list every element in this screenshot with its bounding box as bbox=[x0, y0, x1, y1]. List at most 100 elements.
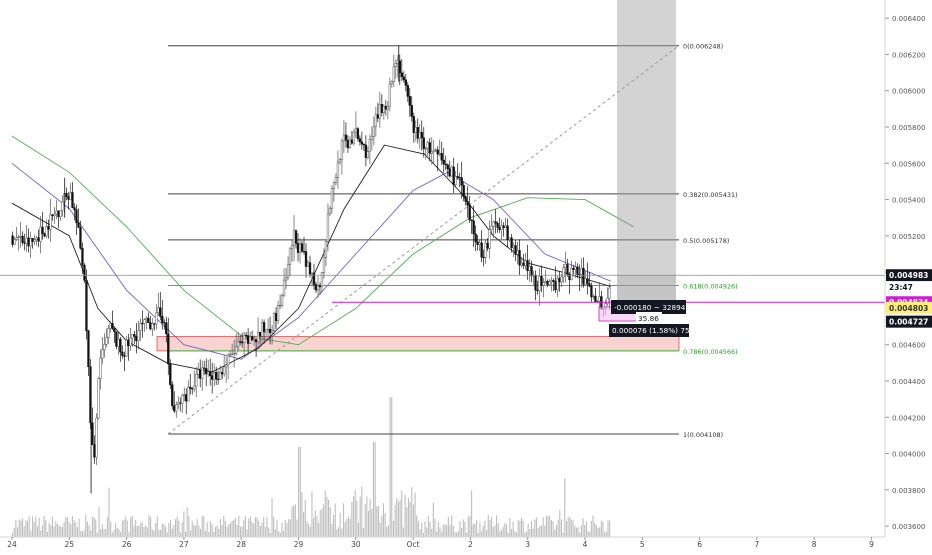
volume-bar bbox=[352, 496, 355, 537]
projection-box bbox=[617, 0, 676, 275]
volume-bar bbox=[374, 442, 376, 537]
volume-bar bbox=[367, 510, 370, 537]
candle-body bbox=[592, 295, 595, 298]
volume-bar bbox=[441, 531, 443, 537]
candle-body bbox=[227, 354, 230, 366]
volume-bar bbox=[63, 521, 65, 537]
volume-bar bbox=[128, 532, 130, 537]
candle-body bbox=[61, 201, 64, 211]
volume-bar bbox=[467, 516, 469, 537]
candle-body bbox=[502, 225, 505, 228]
candle-body bbox=[342, 134, 346, 142]
volume-bar bbox=[116, 528, 118, 537]
candle-body bbox=[460, 177, 463, 186]
volume-bar bbox=[111, 532, 113, 537]
volume-bar bbox=[75, 522, 77, 537]
candle-body bbox=[147, 317, 150, 323]
time-tick-label: 2 bbox=[468, 540, 473, 549]
candle-body bbox=[528, 266, 531, 271]
volume-bar bbox=[251, 521, 253, 537]
volume-bar bbox=[391, 397, 393, 537]
time-axis[interactable]: 24 25 26 27 28 29 30 Oct 2 3 4 5 6 7 8 9 bbox=[0, 536, 885, 549]
volume-bar bbox=[397, 501, 399, 537]
volume-bar bbox=[103, 528, 105, 537]
volume-bar bbox=[85, 515, 87, 537]
volume-bar bbox=[101, 524, 103, 537]
candle-body bbox=[161, 316, 164, 323]
candle-body bbox=[556, 278, 559, 291]
candle-body bbox=[195, 374, 198, 387]
volume-bar bbox=[524, 532, 526, 537]
volume-bar bbox=[258, 520, 260, 537]
price-tick-label: 0.004000 bbox=[892, 451, 925, 459]
volume-bar bbox=[484, 520, 486, 537]
volume-bar bbox=[377, 506, 380, 537]
time-tick-label: 28 bbox=[236, 540, 246, 549]
volume-bar bbox=[357, 522, 360, 537]
volume-bar bbox=[529, 529, 531, 537]
candle-body bbox=[292, 230, 296, 246]
volume-bar bbox=[431, 528, 433, 537]
candle-body bbox=[358, 138, 362, 143]
volume-bar bbox=[520, 517, 523, 537]
candles bbox=[11, 45, 611, 494]
candle-body bbox=[256, 332, 260, 343]
volume-bar bbox=[304, 499, 306, 537]
volume-bar bbox=[243, 520, 245, 537]
candle-body bbox=[117, 338, 120, 347]
volume-bar bbox=[342, 503, 345, 537]
candle-body bbox=[65, 193, 68, 197]
volume-bar bbox=[515, 532, 518, 537]
volume-bar bbox=[560, 519, 562, 537]
volume-bar bbox=[592, 515, 594, 537]
volume-bar bbox=[33, 521, 35, 537]
volume-bar bbox=[163, 523, 165, 537]
candle-body bbox=[462, 185, 465, 197]
volume-bar bbox=[580, 525, 582, 537]
volume-bar bbox=[178, 520, 180, 537]
volume-bar bbox=[313, 517, 315, 537]
volume-bar bbox=[298, 447, 300, 537]
volume-bar bbox=[306, 521, 308, 537]
candle-body bbox=[39, 226, 42, 242]
candle-body bbox=[191, 388, 194, 390]
volume-bar bbox=[585, 521, 587, 537]
volume-bar bbox=[318, 523, 320, 537]
volume-bar bbox=[507, 532, 509, 537]
volume-bar bbox=[540, 525, 543, 537]
candle-body bbox=[250, 336, 254, 341]
volume-bar bbox=[186, 507, 188, 537]
volume-bar bbox=[351, 501, 353, 537]
volume-bar bbox=[213, 531, 215, 537]
volume-bar bbox=[422, 532, 424, 537]
volume-bar bbox=[552, 521, 554, 537]
candle-body bbox=[69, 192, 72, 200]
candle-body bbox=[93, 444, 96, 458]
candle-body bbox=[538, 276, 541, 292]
volume-bar bbox=[570, 519, 572, 537]
volume-bar bbox=[183, 511, 185, 537]
volume-bar bbox=[372, 442, 375, 537]
candle-body bbox=[416, 127, 419, 139]
candle-body bbox=[173, 405, 176, 412]
candle-body bbox=[127, 339, 130, 346]
volume-bar bbox=[384, 513, 386, 537]
volume-bar bbox=[321, 508, 323, 537]
volume-bar bbox=[301, 492, 303, 537]
candle-body bbox=[171, 384, 174, 406]
candle-body bbox=[115, 331, 118, 347]
volume-bar bbox=[452, 525, 454, 537]
volume-bar bbox=[550, 520, 553, 537]
candle-body bbox=[398, 60, 401, 74]
candle-body bbox=[270, 330, 274, 334]
volume-bar bbox=[514, 530, 516, 537]
candle-body bbox=[588, 283, 591, 287]
volume-bar bbox=[339, 512, 341, 537]
price-tick-label: 0.006000 bbox=[892, 88, 925, 96]
volume-bar bbox=[269, 532, 271, 537]
candle-body bbox=[31, 238, 34, 242]
volume-bar bbox=[439, 527, 441, 537]
